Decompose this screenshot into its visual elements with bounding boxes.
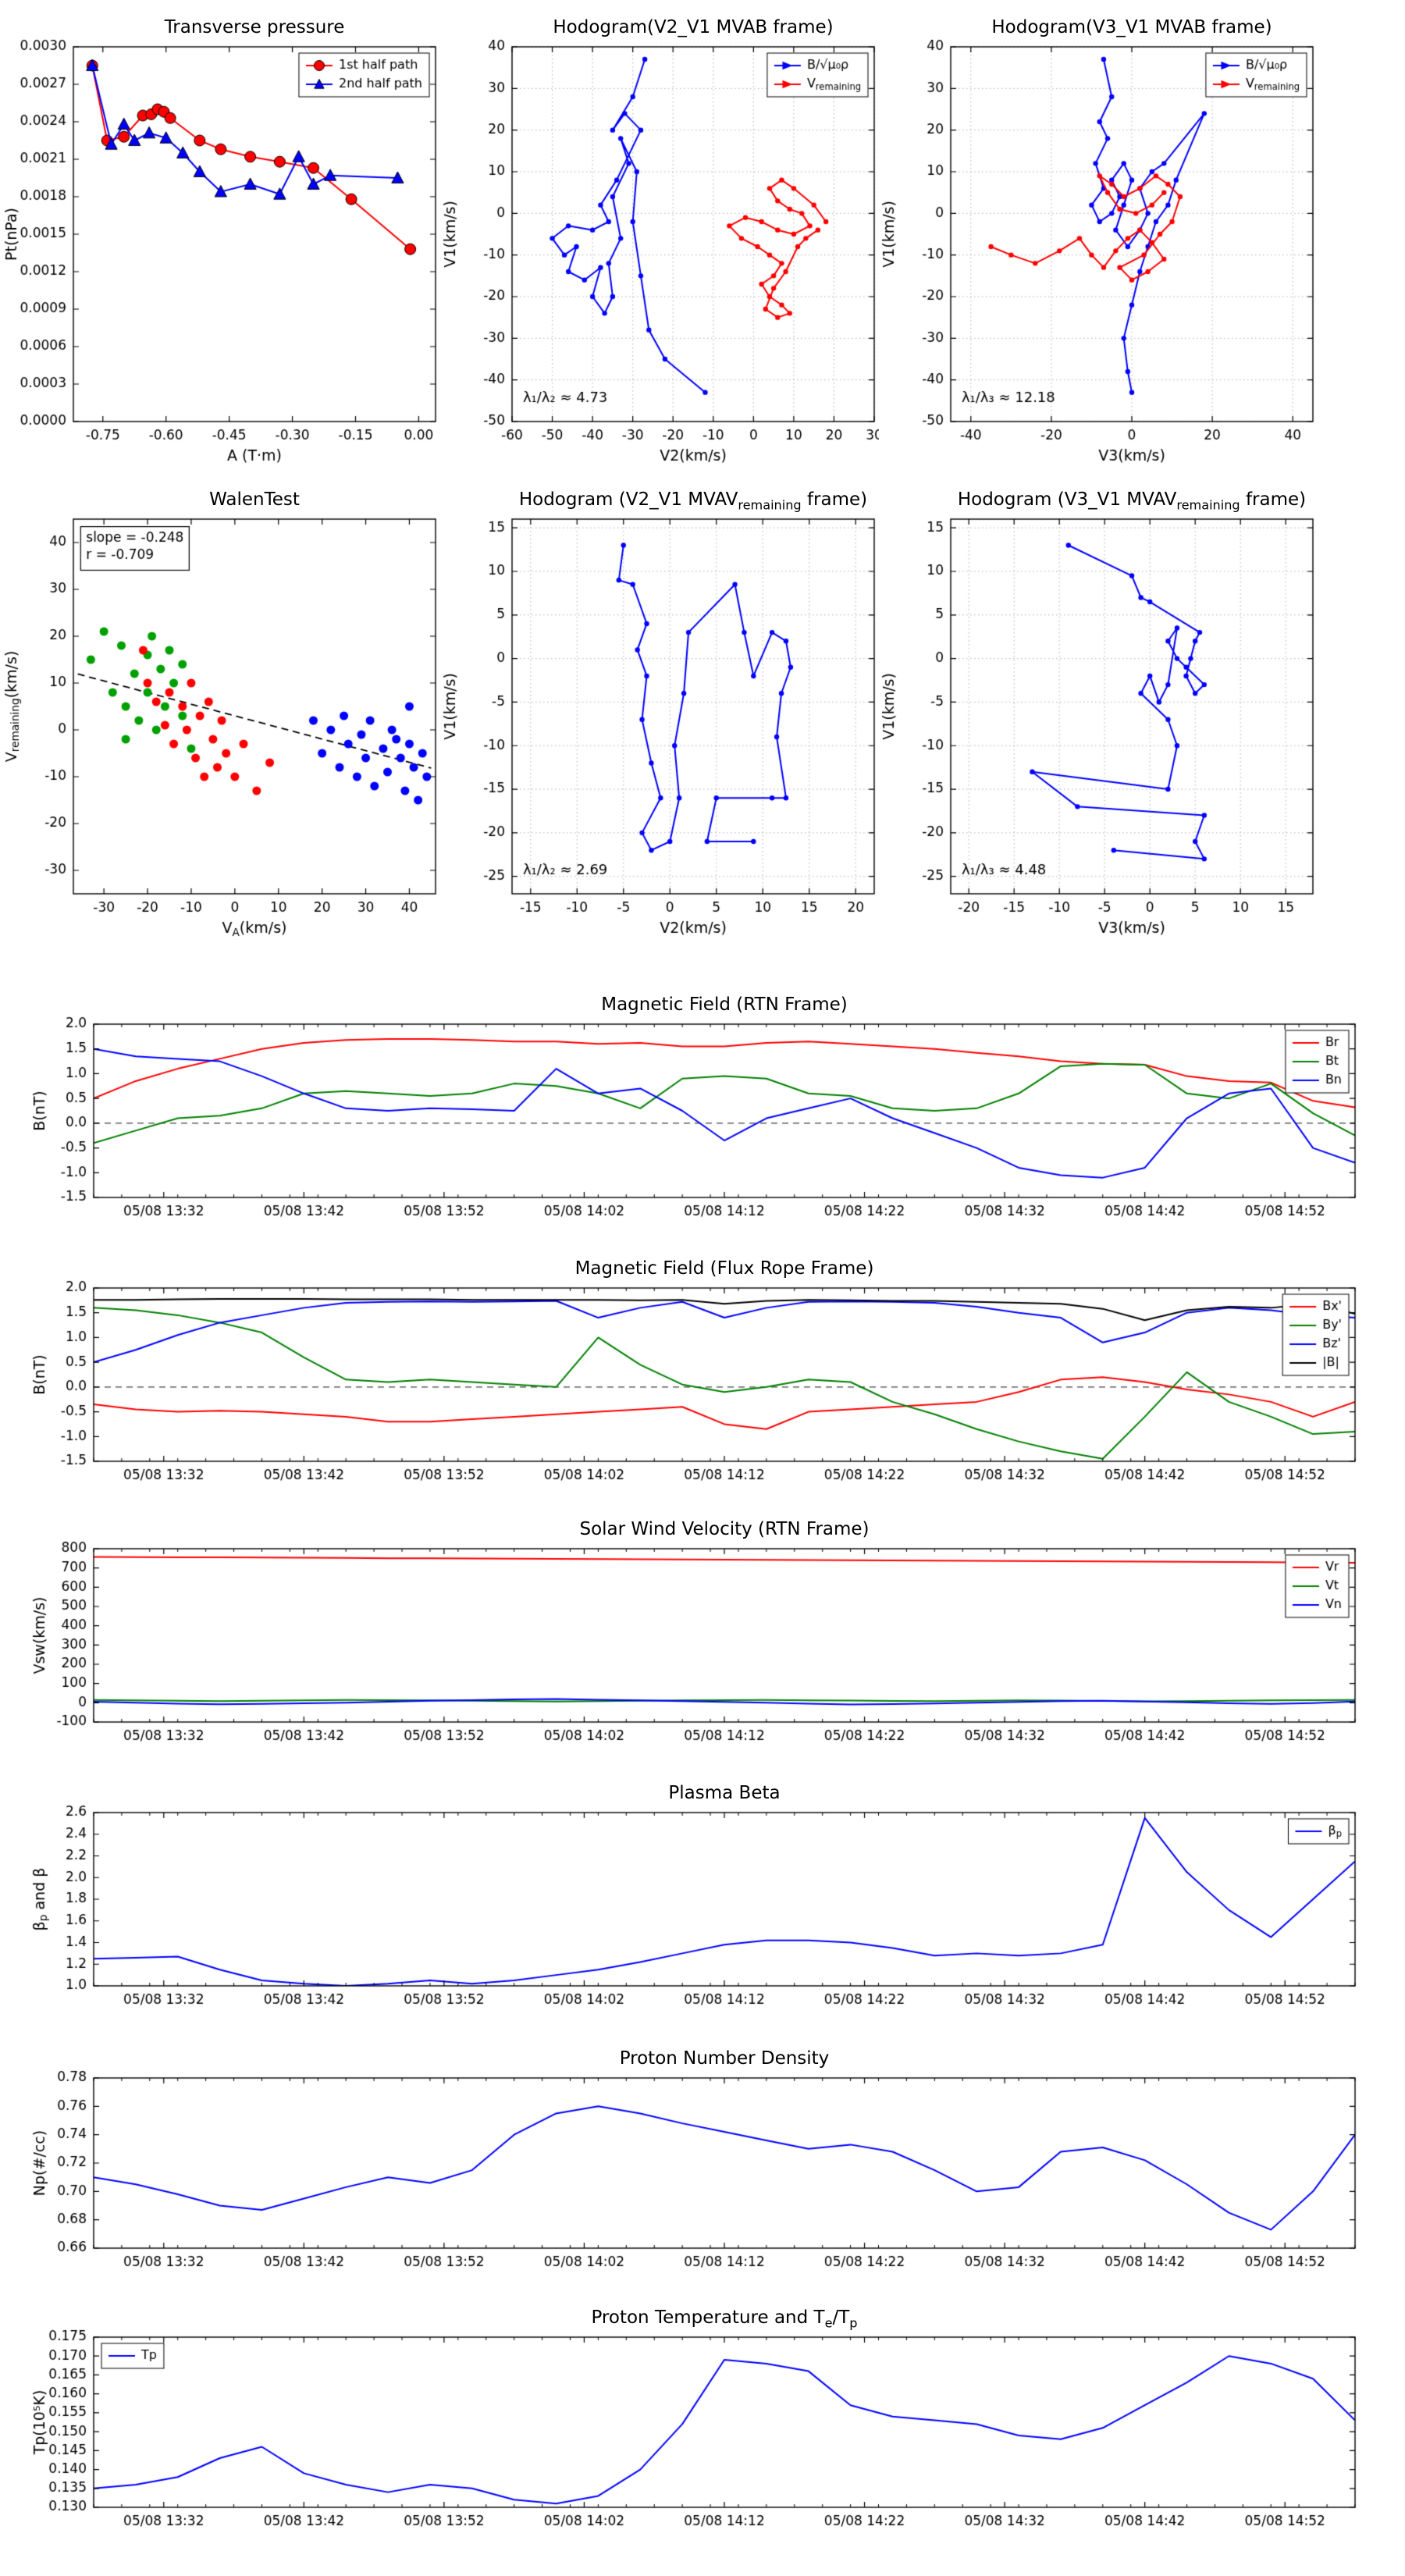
chart-canvas bbox=[440, 479, 909, 942]
plot-magnetic-field-rtn: Magnetic Field (RTN Frame) bbox=[25, 988, 1394, 1244]
chart-canvas bbox=[25, 1513, 1394, 1769]
plot-title: Transverse pressure bbox=[164, 17, 345, 37]
plot-title: Proton Number Density bbox=[619, 2048, 830, 2069]
plot-hodogram-v3v1-mvab: Hodogram(V3_V1 MVAB frame) bbox=[879, 6, 1347, 470]
plot-magnetic-field-flux-rope: Magnetic Field (Flux Rope Frame) bbox=[25, 1252, 1394, 1508]
plot-transverse-pressure: Transverse pressure bbox=[2, 6, 470, 470]
chart-canvas bbox=[25, 1777, 1394, 2033]
chart-canvas bbox=[25, 2042, 1394, 2295]
plot-proton-number-density: Proton Number Density bbox=[25, 2042, 1394, 2295]
plot-hodogram-v2v1-mvav: Hodogram (V2_V1 MVAVremaining frame) bbox=[440, 479, 909, 942]
plot-title: Proton Temperature and Te/Tp bbox=[591, 2307, 858, 2331]
plot-title: Magnetic Field (Flux Rope Frame) bbox=[574, 1258, 874, 1279]
plot-title: Solar Wind Velocity (RTN Frame) bbox=[579, 1519, 870, 1539]
plot-proton-temperature: Proton Temperature and Te/Tp bbox=[25, 2301, 1394, 2554]
chart-canvas bbox=[879, 479, 1347, 942]
plot-walen-test: WalenTest bbox=[2, 479, 470, 942]
plot-hodogram-v3v1-mvav: Hodogram (V3_V1 MVAVremaining frame) bbox=[879, 479, 1347, 942]
chart-canvas bbox=[25, 988, 1394, 1244]
chart-canvas bbox=[25, 1252, 1394, 1508]
chart-canvas bbox=[2, 479, 470, 942]
chart-canvas bbox=[2, 6, 470, 470]
plot-hodogram-v2v1-mvab: Hodogram(V2_V1 MVAB frame) bbox=[440, 6, 909, 470]
chart-canvas bbox=[879, 6, 1347, 470]
plot-plasma-beta: Plasma Beta bbox=[25, 1777, 1394, 2033]
plot-title: Hodogram (V2_V1 MVAVremaining frame) bbox=[518, 489, 868, 513]
plot-title: Plasma Beta bbox=[668, 1783, 781, 1803]
plot-solar-wind-velocity: Solar Wind Velocity (RTN Frame) bbox=[25, 1513, 1394, 1769]
chart-canvas bbox=[440, 6, 909, 470]
plot-title: Hodogram (V3_V1 MVAVremaining frame) bbox=[957, 489, 1307, 513]
chart-canvas bbox=[25, 2301, 1394, 2554]
plot-title: Magnetic Field (RTN Frame) bbox=[601, 994, 848, 1015]
plot-title: Hodogram(V3_V1 MVAB frame) bbox=[991, 17, 1272, 37]
plot-title: WalenTest bbox=[209, 489, 300, 510]
plot-title: Hodogram(V2_V1 MVAB frame) bbox=[553, 17, 834, 37]
